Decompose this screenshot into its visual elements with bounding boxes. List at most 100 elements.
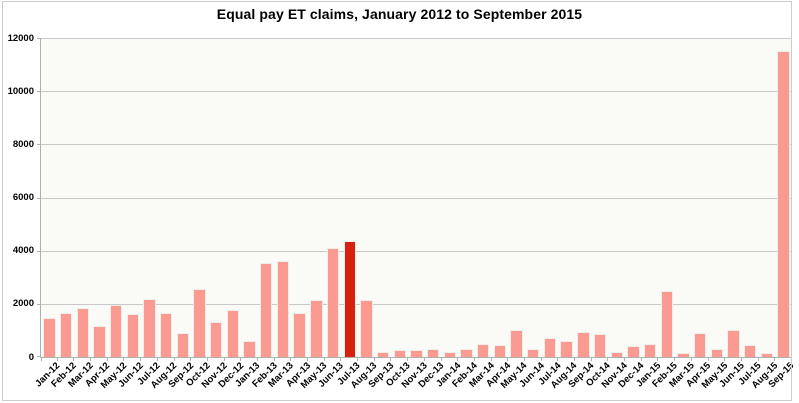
bar-slot-Jun-14: Jun-14 <box>517 38 546 390</box>
bar-Nov-12 <box>210 322 223 357</box>
bar-Mar-12 <box>76 307 89 357</box>
x-axis-tick <box>323 357 325 361</box>
bar-slot-Mar-12: Mar-12 <box>66 38 96 390</box>
y-axis-tick-2000 <box>37 303 41 305</box>
bar-slot-Apr-15: Apr-15 <box>684 38 713 389</box>
bar-slot-May-15: May-15 <box>699 38 730 391</box>
bar-Feb-12 <box>59 313 73 357</box>
bar-Mar-14 <box>477 343 490 357</box>
y-axis-label-2000: 2000 <box>12 298 34 310</box>
x-axis-tick <box>724 357 726 361</box>
bar-slot-Feb-13: Feb-13 <box>250 38 279 390</box>
x-axis-tick <box>390 357 392 361</box>
x-axis-tick <box>790 357 792 361</box>
gridline-12000 <box>41 38 792 39</box>
bar-Jul-12 <box>143 298 156 357</box>
bar-slot-Mar-13: Mar-13 <box>267 38 296 390</box>
bar-slot-Jul-15: Jul-15 <box>736 38 763 387</box>
y-axis-label-0: 0 <box>28 351 34 363</box>
y-axis-tick-6000 <box>37 197 41 199</box>
x-axis-tick <box>140 357 142 361</box>
bar-Jun-12 <box>126 314 139 357</box>
bar-Sep-15 <box>777 51 790 357</box>
bar-slot-Oct-13: Oct-13 <box>384 38 413 389</box>
x-axis-tick <box>106 357 108 361</box>
x-axis-tick <box>56 357 58 361</box>
plot-area: Jan-12 Feb-12 Mar-12 Apr-12 May-12 Jun-12 Jul-… <box>8 33 797 391</box>
y-axis-label-8000: 8000 <box>12 138 34 150</box>
bar-slot-Jul-13: Jul-13 <box>336 38 363 387</box>
x-axis-tick <box>690 357 692 361</box>
x-axis-tick <box>523 357 525 361</box>
bar-Jun-15 <box>727 330 740 357</box>
bar-Aug-14 <box>560 341 573 357</box>
gridline-8000 <box>41 144 792 146</box>
gridline-6000 <box>41 197 792 199</box>
bar-slot-Jul-12: Jul-12 <box>135 38 163 387</box>
bar-Jan-13 <box>243 341 256 357</box>
bar-Apr-12 <box>93 326 106 357</box>
x-axis-tick <box>90 357 92 361</box>
bar-Feb-15 <box>660 290 673 357</box>
x-axis-tick <box>557 357 559 361</box>
bar-Oct-13 <box>393 350 406 357</box>
x-axis-tick <box>41 357 42 361</box>
y-axis-label-12000: 12000 <box>7 32 34 44</box>
x-axis-tick <box>173 357 175 361</box>
bar-slot-Jun-13: Jun-13 <box>317 38 346 390</box>
bar-slot-Jul-14: Jul-14 <box>536 38 563 387</box>
x-axis-tick <box>273 357 275 361</box>
bar-slot-Nov-12: Nov-12 <box>199 38 229 390</box>
x-axis-tick <box>156 357 158 361</box>
x-axis-tick <box>457 357 459 361</box>
bar-slot-Jun-12: Jun-12 <box>116 38 146 390</box>
bar-Nov-14 <box>610 351 623 357</box>
x-axis-tick <box>657 357 659 361</box>
y-axis-label-10000: 10000 <box>7 85 34 97</box>
bar-Dec-12 <box>226 310 240 357</box>
chart-title: Equal pay ET claims, January 2012 to Sep… <box>216 6 583 22</box>
x-axis-tick <box>73 357 75 361</box>
bar-Jun-13 <box>326 248 340 357</box>
bar-slot-May-12: May-12 <box>99 38 129 391</box>
bar-highlight-Jul-13 <box>343 241 356 357</box>
bar-slot-Jun-15: Jun-15 <box>717 38 747 390</box>
y-axis-label-6000: 6000 <box>12 191 34 203</box>
y-axis-tick-10000 <box>37 91 41 93</box>
bar-slot-Mar-15: Mar-15 <box>667 38 697 390</box>
x-axis-tick <box>674 357 676 361</box>
bar-Oct-14 <box>593 334 607 357</box>
bar-May-12 <box>109 305 123 357</box>
bar-Mar-13 <box>276 261 290 357</box>
bar-slot-May-14: May-14 <box>499 38 530 391</box>
x-axis-tick <box>307 357 308 361</box>
bar-Feb-14 <box>460 349 473 357</box>
bar-slot-Apr-13: Apr-13 <box>284 38 313 389</box>
x-axis-tick <box>707 357 709 361</box>
bar-slot-Apr-14: Apr-14 <box>484 38 513 389</box>
bar-Dec-14 <box>627 346 640 357</box>
bar-Jun-14 <box>527 349 540 357</box>
bar-slot-Sep-12: Sep-12 <box>166 38 196 390</box>
bar-Jul-14 <box>543 338 557 357</box>
x-axis-tick <box>624 357 626 361</box>
x-axis-tick <box>607 357 609 361</box>
bar-May-13 <box>310 299 323 357</box>
bar-slot-Aug-13: Aug-13 <box>349 38 379 391</box>
x-axis-tick <box>757 357 759 361</box>
x-axis-tick <box>256 357 258 361</box>
bar-Aug-13 <box>360 299 373 357</box>
bar-slot-Dec-12: Dec-12 <box>216 38 246 390</box>
bar-Oct-12 <box>193 289 206 357</box>
bar-slot-Aug-14: Aug-14 <box>549 38 580 391</box>
bar-slot-Jan-15: Jan-15 <box>634 38 663 389</box>
x-axis-tick <box>473 357 475 361</box>
bar-Feb-13 <box>260 262 273 357</box>
bar-Sep-14 <box>577 331 590 357</box>
bar-Aug-12 <box>159 313 173 357</box>
x-axis-tick <box>240 357 242 361</box>
bar-Dec-13 <box>426 349 440 357</box>
bar-Jul-15 <box>744 345 757 357</box>
bar-slot-Mar-14: Mar-14 <box>467 38 496 390</box>
